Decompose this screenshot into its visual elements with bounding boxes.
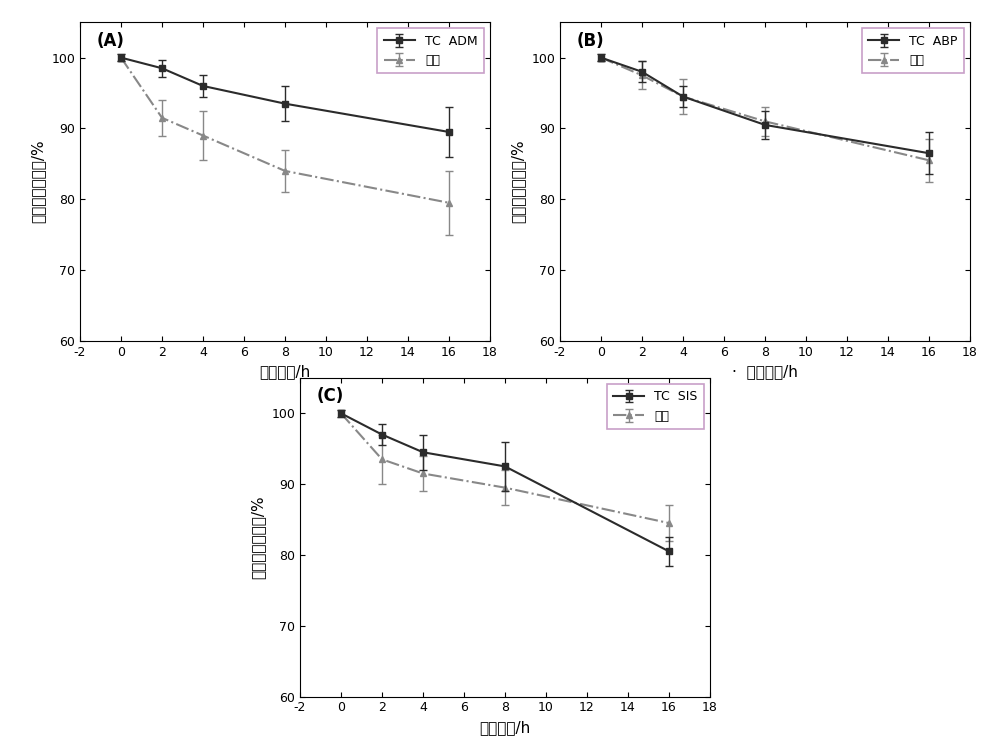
Y-axis label: 组织质量剩余率/%: 组织质量剩余率/% <box>251 496 266 579</box>
X-axis label: 降解时间/h: 降解时间/h <box>479 720 531 735</box>
Text: (C): (C) <box>316 388 344 405</box>
Text: (A): (A) <box>96 32 124 50</box>
Legend: TC  ABP, 商品: TC ABP, 商品 <box>862 28 964 73</box>
X-axis label: 降解时间/h: 降解时间/h <box>259 365 311 379</box>
Text: (B): (B) <box>576 32 604 50</box>
X-axis label: ·  降解时间/h: · 降解时间/h <box>732 365 798 379</box>
Y-axis label: 组织质量剩余率/%: 组织质量剩余率/% <box>511 140 526 223</box>
Y-axis label: 组织质量剩余率/%: 组织质量剩余率/% <box>31 140 46 223</box>
Legend: TC  ADM, 商品: TC ADM, 商品 <box>377 28 484 73</box>
Legend: TC  SIS, 商品: TC SIS, 商品 <box>607 384 704 429</box>
